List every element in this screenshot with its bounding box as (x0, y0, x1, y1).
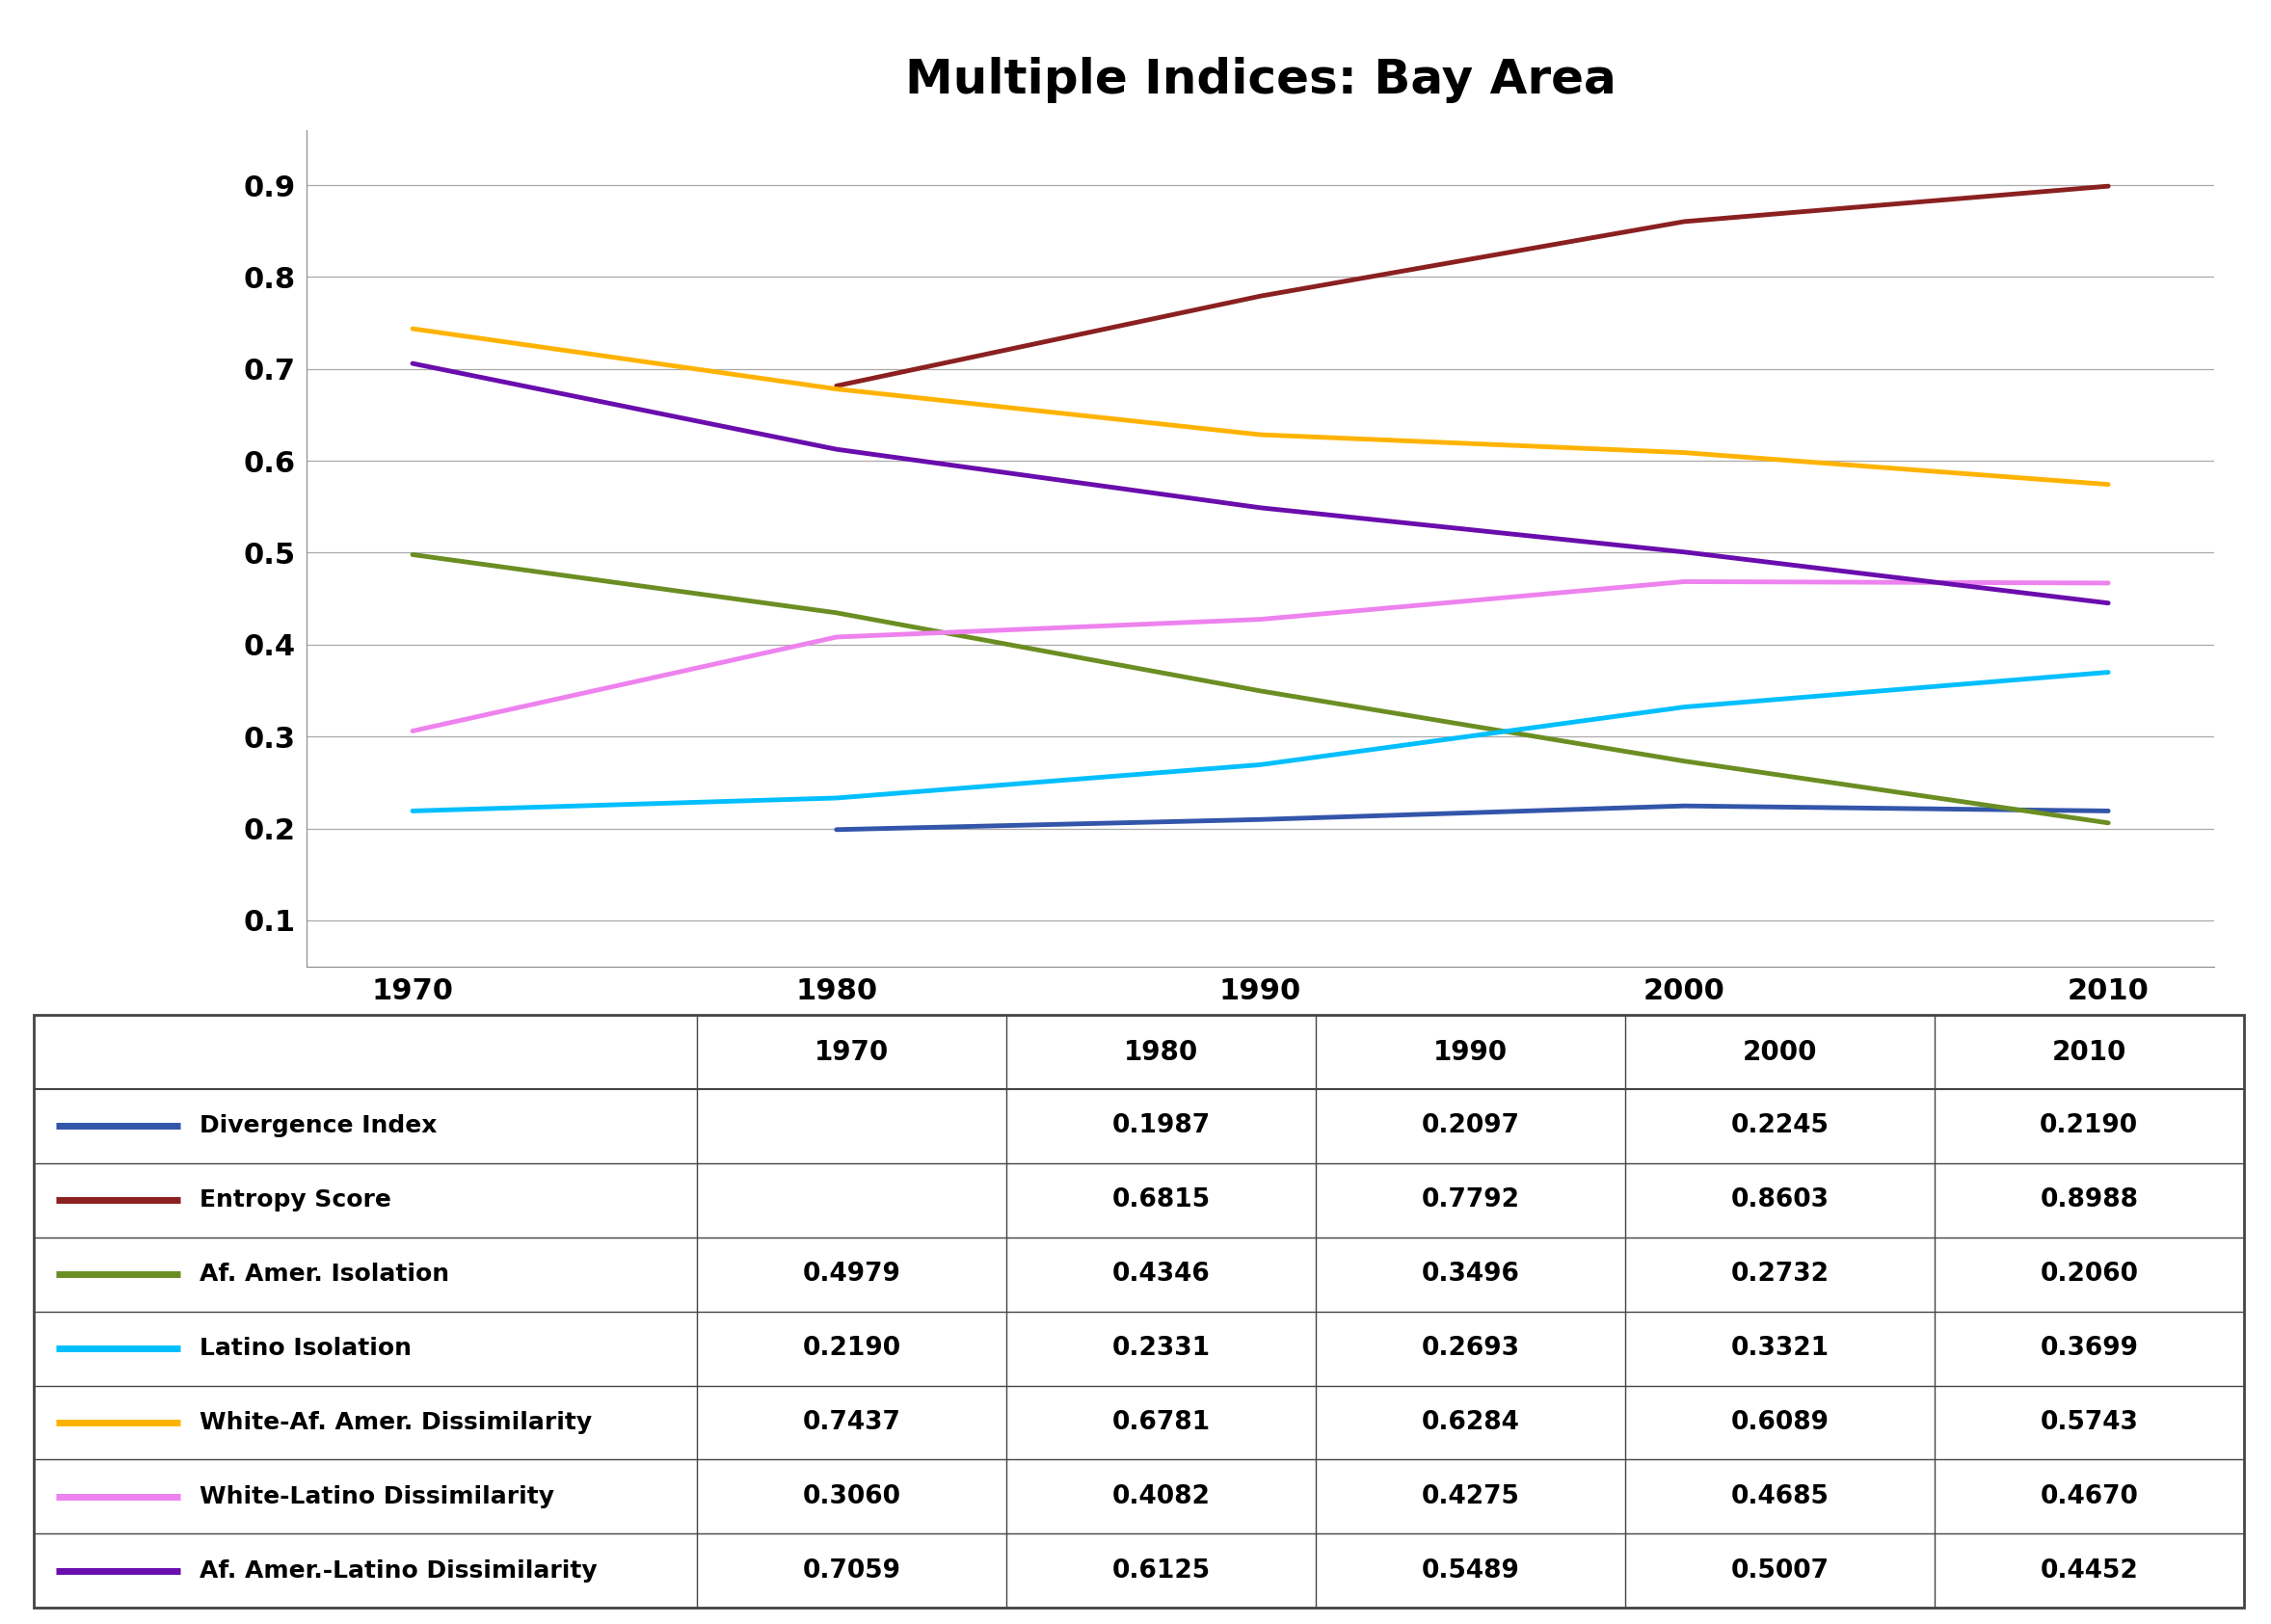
Text: 0.6125: 0.6125 (1113, 1557, 1210, 1583)
Text: Divergence Index: Divergence Index (200, 1114, 438, 1138)
Text: 1970: 1970 (815, 1039, 888, 1065)
Text: 1990: 1990 (1433, 1039, 1508, 1065)
Text: 0.6089: 0.6089 (1731, 1410, 1828, 1436)
Text: 2000: 2000 (1742, 1039, 1817, 1065)
Text: 0.5007: 0.5007 (1731, 1557, 1828, 1583)
Text: 0.6815: 0.6815 (1113, 1187, 1210, 1213)
Text: 0.1987: 0.1987 (1113, 1114, 1210, 1138)
Text: 0.4979: 0.4979 (802, 1262, 902, 1286)
Text: Latino Isolation: Latino Isolation (200, 1337, 411, 1359)
Text: 0.4670: 0.4670 (2039, 1484, 2139, 1509)
Text: 0.4452: 0.4452 (2039, 1557, 2137, 1583)
Text: 0.4685: 0.4685 (1731, 1484, 1828, 1509)
Text: 0.4082: 0.4082 (1113, 1484, 1210, 1509)
Text: Af. Amer. Isolation: Af. Amer. Isolation (200, 1263, 450, 1286)
Text: 0.2097: 0.2097 (1422, 1114, 1519, 1138)
Text: Multiple Indices: Bay Area: Multiple Indices: Bay Area (904, 57, 1617, 102)
Text: 0.2732: 0.2732 (1731, 1262, 1828, 1286)
Text: 0.5743: 0.5743 (2039, 1410, 2139, 1436)
Text: 0.7792: 0.7792 (1422, 1187, 1519, 1213)
Text: 1980: 1980 (1124, 1039, 1199, 1065)
Text: 0.8988: 0.8988 (2039, 1187, 2139, 1213)
Text: 0.3060: 0.3060 (802, 1484, 902, 1509)
Text: 0.2693: 0.2693 (1422, 1337, 1519, 1361)
Text: 0.7059: 0.7059 (802, 1557, 902, 1583)
Text: 0.3321: 0.3321 (1731, 1337, 1828, 1361)
Text: 0.7437: 0.7437 (802, 1410, 902, 1436)
Text: 0.8603: 0.8603 (1731, 1187, 1828, 1213)
Text: Af. Amer.-Latino Dissimilarity: Af. Amer.-Latino Dissimilarity (200, 1559, 597, 1582)
Text: 0.2331: 0.2331 (1113, 1337, 1210, 1361)
Text: White-Af. Amer. Dissimilarity: White-Af. Amer. Dissimilarity (200, 1411, 593, 1434)
Text: White-Latino Dissimilarity: White-Latino Dissimilarity (200, 1484, 554, 1509)
Text: 0.2245: 0.2245 (1731, 1114, 1828, 1138)
Text: 0.3496: 0.3496 (1422, 1262, 1519, 1286)
Text: 0.2190: 0.2190 (2039, 1114, 2139, 1138)
Text: 0.6284: 0.6284 (1422, 1410, 1519, 1436)
Text: 2010: 2010 (2051, 1039, 2126, 1065)
Text: Entropy Score: Entropy Score (200, 1189, 391, 1212)
Text: 0.6781: 0.6781 (1113, 1410, 1210, 1436)
Text: 0.2060: 0.2060 (2039, 1262, 2139, 1286)
Text: 0.4275: 0.4275 (1422, 1484, 1519, 1509)
Text: 0.3699: 0.3699 (2039, 1337, 2139, 1361)
Text: 0.5489: 0.5489 (1422, 1557, 1519, 1583)
Text: 0.4346: 0.4346 (1113, 1262, 1210, 1286)
Text: 0.2190: 0.2190 (802, 1337, 902, 1361)
